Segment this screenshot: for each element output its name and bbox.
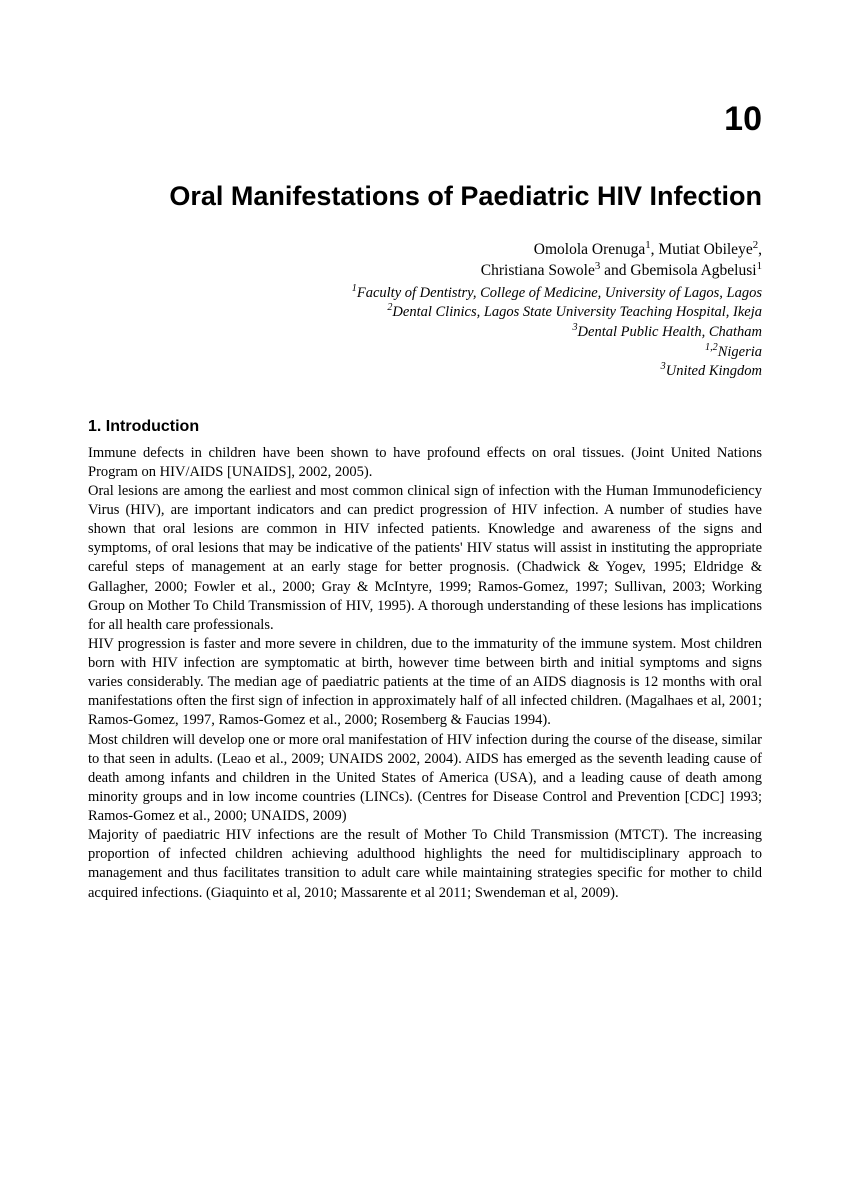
paragraph: Most children will develop one or more o… xyxy=(88,731,762,827)
chapter-number: 10 xyxy=(88,100,762,139)
body-text-block: Immune defects in children have been sho… xyxy=(88,444,762,903)
affiliation-text: Faculty of Dentistry, College of Medicin… xyxy=(357,285,762,301)
paragraph: Majority of paediatric HIV infections ar… xyxy=(88,826,762,903)
author-name: Christiana Sowole xyxy=(481,262,595,279)
paragraph: Immune defects in children have been sho… xyxy=(88,444,762,482)
author-sep: , Mutiat Obileye xyxy=(651,241,753,258)
paragraph: HIV progression is faster and more sever… xyxy=(88,635,762,731)
country-sup: 1,2 xyxy=(705,342,718,353)
section-heading: 1. Introduction xyxy=(88,418,762,436)
country-text: United Kingdom xyxy=(666,363,762,379)
author-affil-sup: 1 xyxy=(757,260,762,272)
affiliation-block: 1Faculty of Dentistry, College of Medici… xyxy=(88,284,762,382)
affiliation-text: Dental Clinics, Lagos State University T… xyxy=(392,304,762,320)
author-block: Omolola Orenuga1, Mutiat Obileye2, Chris… xyxy=(88,240,762,282)
country-text: Nigeria xyxy=(718,344,762,360)
chapter-title: Oral Manifestations of Paediatric HIV In… xyxy=(88,181,762,212)
author-name: Omolola Orenuga xyxy=(534,241,645,258)
author-sep: , xyxy=(758,241,762,258)
author-sep: and Gbemisola Agbelusi xyxy=(600,262,756,279)
affiliation-text: Dental Public Health, Chatham xyxy=(578,324,762,340)
page-container: 10 Oral Manifestations of Paediatric HIV… xyxy=(0,0,850,963)
paragraph: Oral lesions are among the earliest and … xyxy=(88,482,762,635)
